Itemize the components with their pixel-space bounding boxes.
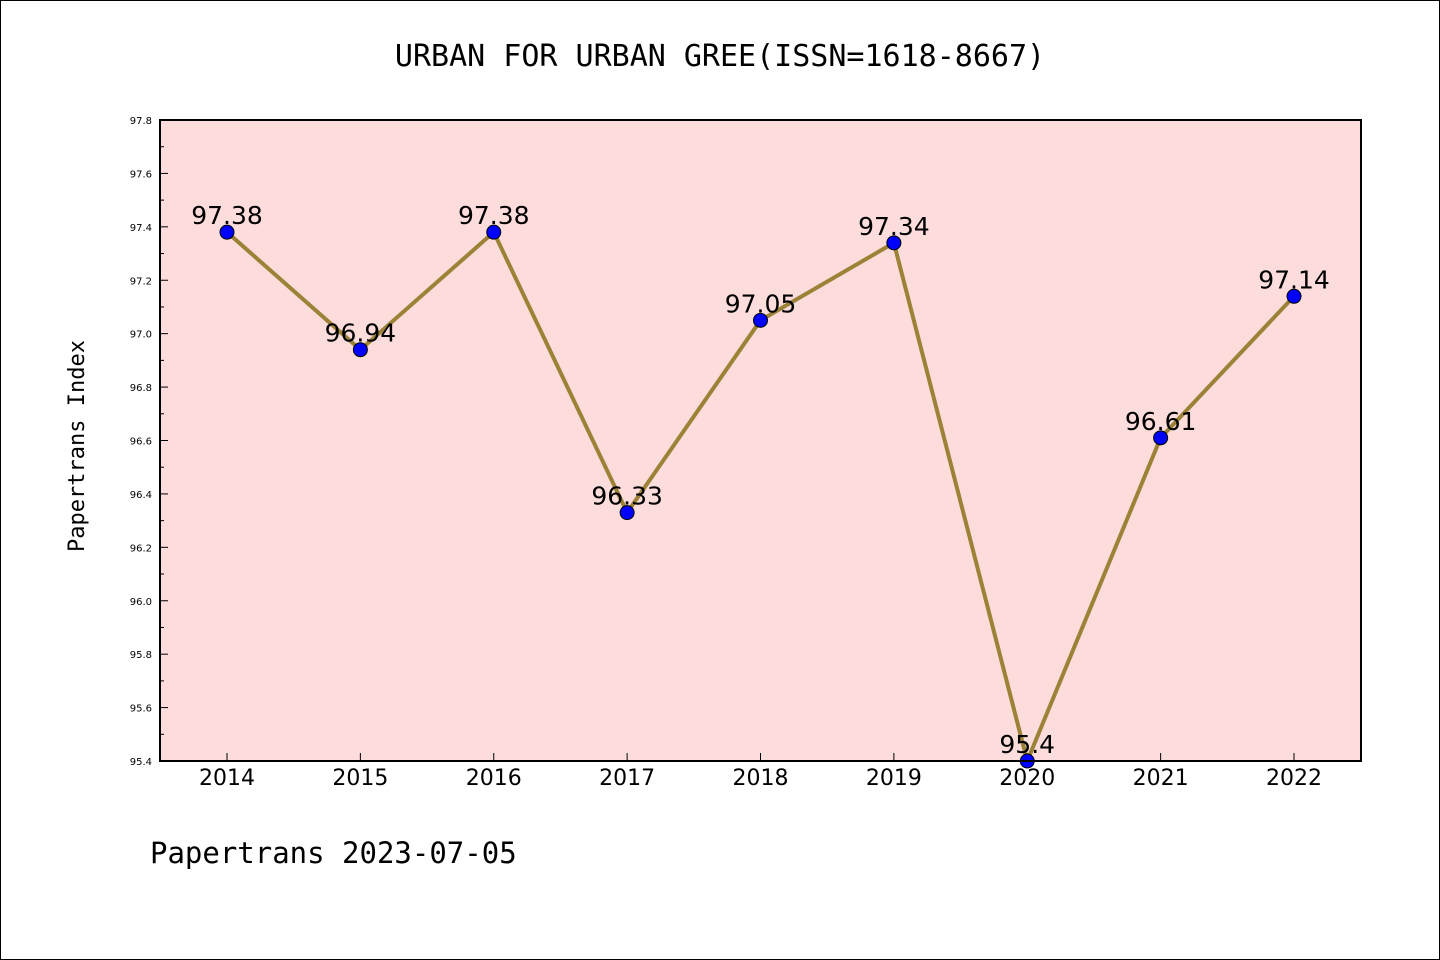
data-point — [619, 505, 635, 521]
x-axis: 2014 2015 2016 2017 2018 2019 2020 2021 2022 — [199, 753, 1322, 791]
x-tick-label: 2015 — [332, 766, 388, 791]
x-tick-label: 2018 — [733, 766, 789, 791]
y-tick-label: 95.4 — [130, 757, 152, 768]
y-tick-label: 97.0 — [130, 330, 152, 341]
data-point — [219, 224, 235, 240]
y-axis: 95.4 95.6 95.8 96.0 96.2 96.4 96.6 96.8 97.0 97.2… — [130, 116, 168, 768]
chart-title: URBAN FOR URBAN GREE(ISSN=1618-8667) — [395, 39, 1045, 74]
plot-border — [159, 119, 1362, 762]
footer-text: Papertrans 2023-07-05 — [150, 836, 517, 870]
data-label: 96.33 — [591, 482, 663, 511]
data-label: 97.38 — [191, 201, 263, 230]
data-point — [886, 235, 902, 251]
data-labels-group: 97.38 96.94 97.38 96.33 97.05 97.34 95.4 96.61 9… — [191, 201, 1330, 759]
y-tick-label: 96.8 — [130, 383, 152, 394]
data-point — [1153, 430, 1169, 446]
y-tick-label: 97.8 — [130, 116, 152, 127]
data-label: 97.38 — [458, 201, 530, 230]
data-point — [486, 224, 502, 240]
y-tick-label: 95.8 — [130, 650, 152, 661]
y-tick-label: 96.0 — [130, 597, 152, 608]
y-tick-label: 97.4 — [130, 223, 152, 234]
y-axis-label: Papertrans Index — [65, 340, 90, 552]
x-tick-label: 2020 — [999, 766, 1055, 791]
data-label: 97.05 — [725, 289, 797, 318]
x-tick-label: 2016 — [466, 766, 522, 791]
data-label: 96.94 — [325, 319, 397, 348]
x-tick-label: 2019 — [866, 766, 922, 791]
y-tick-label: 96.2 — [130, 543, 152, 554]
plot-area — [160, 120, 1361, 761]
x-tick-label: 2017 — [599, 766, 655, 791]
data-label: 96.61 — [1125, 407, 1197, 436]
y-tick-label: 96.6 — [130, 437, 152, 448]
data-label: 97.34 — [858, 212, 930, 241]
y-tick-label: 96.4 — [130, 490, 152, 501]
x-tick-label: 2022 — [1266, 766, 1322, 791]
data-label: 95.4 — [999, 730, 1055, 759]
x-tick-label: 2021 — [1133, 766, 1189, 791]
data-point — [1286, 288, 1302, 304]
y-tick-label: 97.2 — [130, 276, 152, 287]
x-tick-label: 2014 — [199, 766, 255, 791]
y-tick-label: 95.6 — [130, 704, 152, 715]
data-point — [352, 342, 368, 358]
y-tick-label: 97.6 — [130, 169, 152, 180]
data-point — [753, 312, 768, 328]
data-label: 97.14 — [1258, 265, 1330, 294]
